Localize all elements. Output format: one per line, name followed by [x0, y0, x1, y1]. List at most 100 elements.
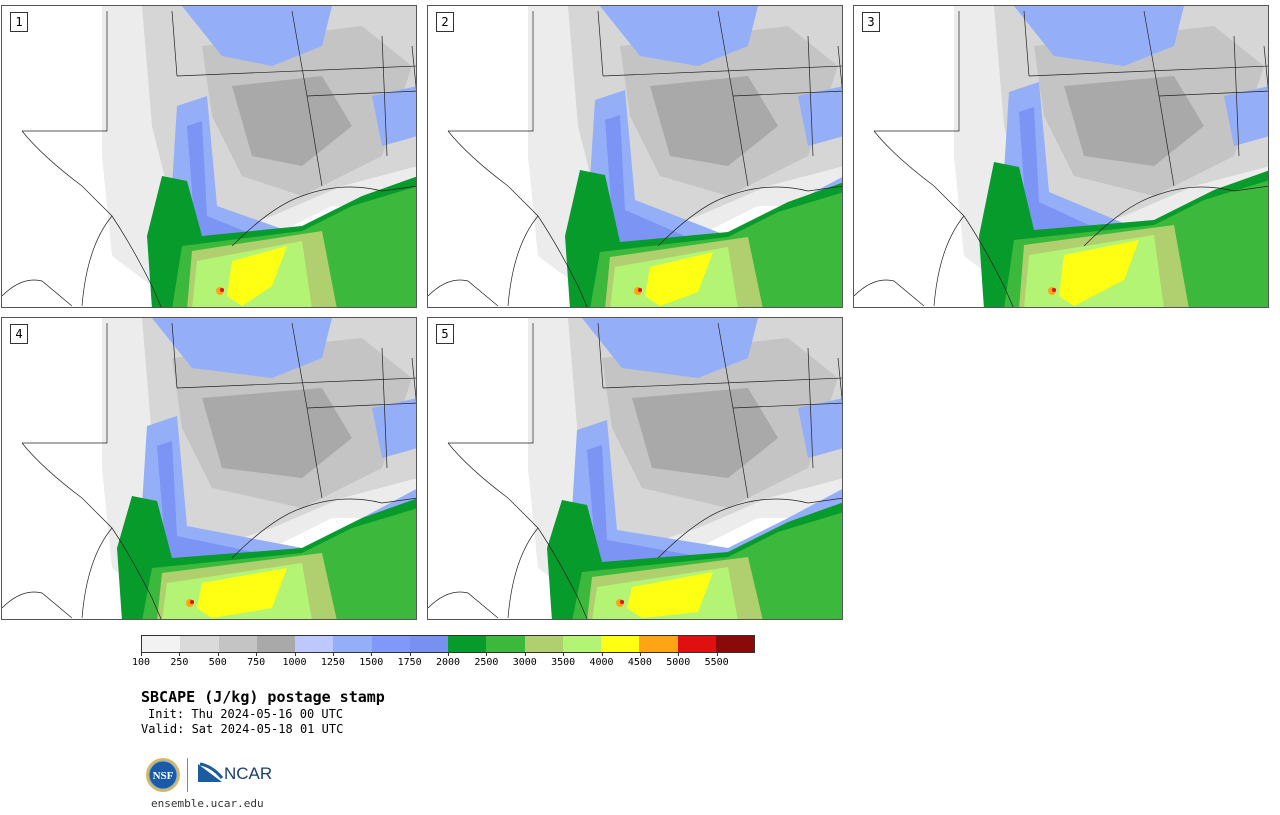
colorbar-tick: 4000: [589, 652, 614, 668]
colorbar-swatch: [601, 636, 640, 652]
map-boundary-line: [837, 357, 842, 402]
map-boundary-line: [81, 215, 113, 307]
colorbar-swatch: [562, 636, 601, 652]
postage-stamp-panel-3: 3: [853, 5, 1269, 308]
map-boundary-line: [231, 185, 416, 247]
ncar-logo-mark: [198, 762, 224, 782]
nsf-logo-text: NSF: [153, 770, 174, 782]
map-boundary-line: [171, 322, 178, 389]
nsf-logo: NSF: [146, 758, 180, 792]
map-boundary-line: [81, 527, 113, 619]
field-blue-north: [600, 6, 758, 66]
map-boundary-line: [874, 11, 960, 132]
field-blue-core: [605, 115, 708, 256]
map-boundary-line: [837, 45, 842, 90]
map-boundary-line: [732, 90, 842, 97]
field-yellow: [227, 246, 287, 306]
map-boundary-line: [602, 377, 842, 389]
colorbar-swatch: [448, 636, 487, 652]
map-boundary-line: [1158, 95, 1175, 187]
postage-stamp-panel-1: 1: [1, 5, 417, 308]
map-boundary-line: [306, 407, 323, 499]
map-boundary-line: [411, 357, 416, 402]
map-boundary-line: [306, 95, 323, 187]
map-boundary-line: [448, 323, 534, 444]
site-url: ensemble.ucar.edu: [151, 797, 264, 810]
colorbar-tick: 5500: [705, 652, 729, 668]
field-blue-east: [798, 86, 842, 146]
map-boundary-line: [411, 45, 416, 90]
colorbar-swatch: [409, 636, 448, 652]
map-boundary-line: [306, 90, 416, 97]
sbcape-map-4: [2, 318, 416, 619]
colorbar-tick: 1000: [282, 652, 307, 668]
colorbar-tick: 100: [132, 652, 150, 668]
map-boundary-line: [1028, 65, 1268, 77]
colorbar-tick: 250: [170, 652, 188, 668]
field-blue-east: [1224, 86, 1268, 146]
sbcape-map-2: [428, 6, 842, 307]
postage-stamp-panel-2: 2: [427, 5, 843, 308]
map-boundary-line: [176, 377, 416, 389]
field-blue-east: [372, 398, 416, 458]
map-boundary-line: [597, 10, 604, 77]
field-yellow: [1059, 240, 1139, 306]
logo-divider: [187, 758, 188, 792]
colorbar-swatch: [180, 636, 219, 652]
map-boundary-line: [507, 527, 539, 619]
colorbar-swatch: [486, 636, 525, 652]
map-boundary-line: [306, 402, 416, 409]
colorbar-tick: 1500: [359, 652, 383, 668]
colorbar-tick: 2000: [436, 652, 460, 668]
map-boundary-line: [602, 65, 842, 77]
map-boundary-line: [428, 279, 499, 307]
valid-time: Valid: Sat 2024-05-18 01 UTC: [141, 722, 344, 736]
map-boundary-line: [21, 130, 162, 307]
field-blue-north: [152, 318, 332, 378]
postage-stamp-panel-4: 4: [1, 317, 417, 620]
field-dark-grey: [650, 76, 778, 166]
field-red-spot: [620, 600, 624, 604]
map-boundary-line: [447, 442, 588, 619]
colorbar-swatch: [333, 636, 372, 652]
map-boundary-line: [1263, 45, 1268, 90]
map-boundary-line: [291, 322, 308, 409]
map-boundary-line: [176, 65, 416, 77]
panel-label-2: 2: [436, 12, 454, 32]
postage-stamp-panel-5: 5: [427, 317, 843, 620]
sbcape-colorbar: [141, 635, 755, 653]
panel-label-4: 4: [10, 324, 28, 344]
colorbar-swatch: [715, 636, 754, 652]
map-boundary-line: [447, 130, 588, 307]
field-dark-grey: [632, 388, 778, 478]
field-yellow: [645, 252, 713, 306]
colorbar-tick: 2500: [474, 652, 498, 668]
ncar-logo-text: NCAR: [224, 764, 273, 783]
field-blue-north: [1014, 6, 1184, 66]
map-boundary-line: [428, 591, 499, 619]
field-blue-core: [187, 121, 282, 256]
colorbar-tick: 500: [209, 652, 227, 668]
field-red-spot: [1052, 288, 1056, 292]
map-boundary-line: [448, 11, 534, 132]
colorbar-tick: 5000: [666, 652, 690, 668]
colorbar-tick: 750: [247, 652, 265, 668]
colorbar-swatch: [524, 636, 563, 652]
field-blue-core: [1019, 107, 1134, 256]
field-red-spot: [190, 600, 194, 604]
colorbar-swatch: [142, 636, 181, 652]
field-yellow: [197, 568, 287, 618]
map-boundary-line: [854, 279, 925, 307]
map-boundary-line: [717, 322, 734, 409]
colorbar-tick-labels: 100 250 500 750 1000 1250 1500 1750 2000 2500 3000…: [132, 652, 755, 671]
sbcape-map-3: [854, 6, 1268, 307]
colorbar-swatch: [295, 636, 334, 652]
panel-label-3: 3: [862, 12, 880, 32]
colorbar-tick: 3500: [551, 652, 575, 668]
field-blue-north: [182, 6, 332, 66]
map-boundary-line: [2, 279, 73, 307]
map-boundary-line: [1023, 10, 1030, 77]
map-boundary-line: [381, 35, 388, 157]
map-boundary-line: [1143, 10, 1160, 97]
map-boundary-line: [1158, 90, 1268, 97]
